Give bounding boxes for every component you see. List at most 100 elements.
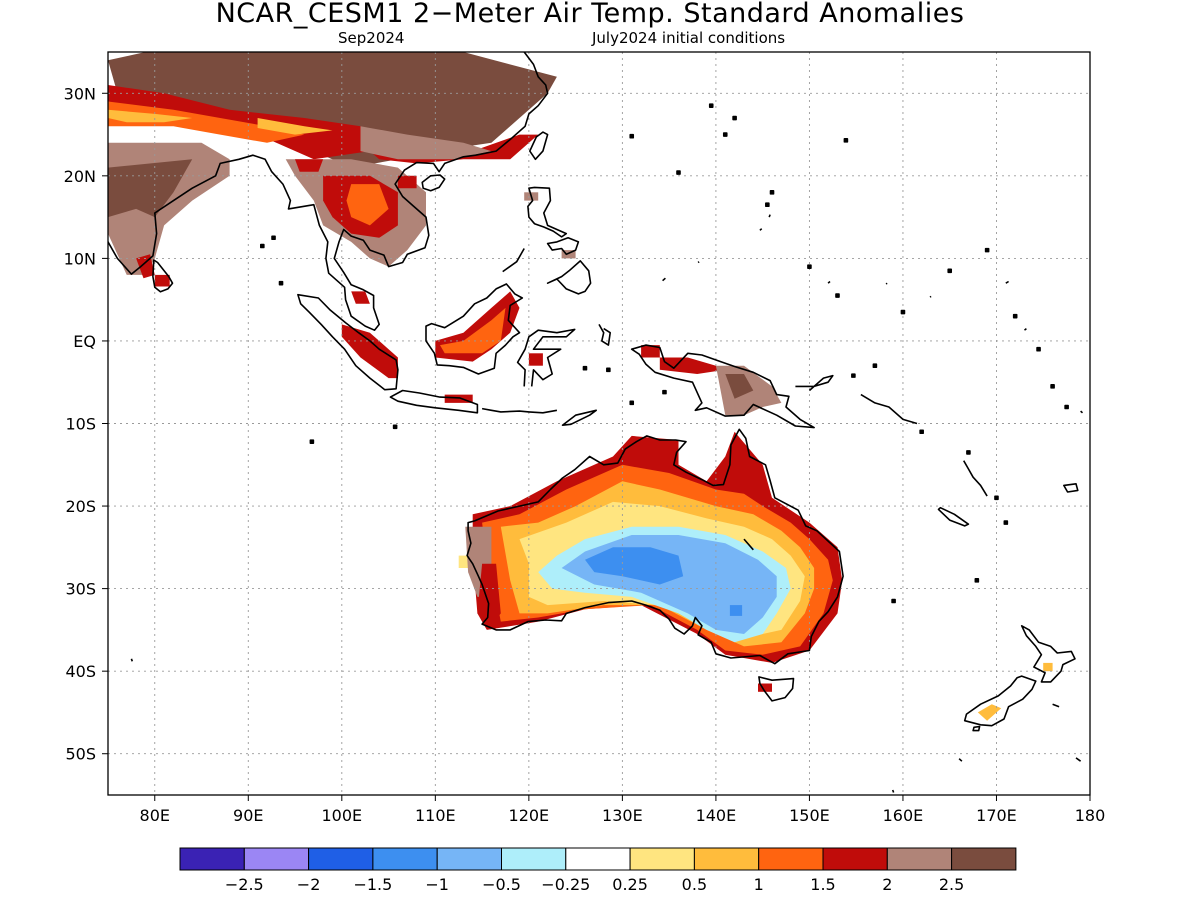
- colorbar-label: 0.25: [612, 875, 648, 894]
- latitude-tick-label: 50S: [65, 745, 96, 764]
- anomaly-region-red: [641, 345, 660, 358]
- coastline: [891, 789, 895, 793]
- coastline: [937, 506, 970, 527]
- anomaly-region-blue: [729, 605, 743, 616]
- latitude-tick-label: 30N: [64, 84, 96, 103]
- coastline: [768, 214, 771, 218]
- initial-conditions-label: July2024 initial conditions: [592, 29, 786, 47]
- anomaly-region-brown-dark: [108, 159, 193, 218]
- island: [900, 309, 906, 315]
- longitude-tick-label: 90E: [233, 806, 263, 825]
- latitude-tick-label: 10N: [64, 249, 96, 268]
- colorbar: −2.5 −2 −1.5 −1 −0.5 −0.25 0.25 0.5 1 1.5 2 2.5: [179, 847, 1017, 894]
- colorbar-swatch: [501, 847, 567, 871]
- colorbar-label: −1.5: [353, 875, 392, 894]
- anomaly-region-red: [136, 254, 155, 279]
- anomaly-region-yellow-orange: [108, 109, 193, 123]
- coastline: [502, 248, 525, 273]
- island: [807, 264, 812, 269]
- anomaly-region-red: [528, 353, 543, 366]
- latitude-tick-label: 40S: [65, 662, 96, 681]
- colorbar-label: −2: [297, 875, 321, 894]
- coastline: [389, 389, 479, 414]
- coastline: [827, 280, 831, 284]
- latitude-tick-label: 20N: [64, 167, 96, 186]
- longitude-tick-label: 160E: [883, 806, 924, 825]
- coastline: [561, 409, 598, 427]
- anomaly-region-red: [295, 159, 324, 172]
- colorbar-label: 1: [754, 875, 764, 894]
- colorbar-swatch: [243, 847, 310, 871]
- anomaly-region-brown-dark: [725, 374, 754, 399]
- colorbar-swatch: [372, 847, 438, 871]
- colorbar-swatch: [822, 847, 888, 871]
- island: [1036, 346, 1041, 352]
- coastline: [421, 174, 446, 192]
- anomaly-region-red: [477, 563, 501, 626]
- coastline: [759, 228, 763, 231]
- island: [919, 429, 924, 435]
- coastline: [795, 374, 834, 392]
- anomaly-region-red: [154, 274, 170, 287]
- coastline: [758, 676, 795, 702]
- island: [309, 439, 315, 444]
- longitude-tick-label: 100E: [321, 806, 362, 825]
- latitude-tick-label: 20S: [65, 497, 96, 516]
- island: [966, 450, 971, 455]
- island: [662, 389, 667, 395]
- coastline: [527, 186, 568, 238]
- island: [1012, 313, 1018, 319]
- colorbar-swatch: [179, 847, 245, 871]
- island: [769, 190, 775, 195]
- island: [629, 133, 635, 139]
- coastline: [743, 538, 754, 551]
- coastline: [130, 658, 134, 662]
- map-title: NCAR_CESM1 2−Meter Air Temp. Standard An…: [215, 0, 965, 29]
- island: [851, 373, 856, 378]
- coastline: [860, 393, 918, 425]
- island: [722, 132, 728, 137]
- island: [732, 115, 737, 121]
- anomaly-region-orange: [108, 101, 305, 143]
- coastline: [1063, 482, 1079, 493]
- colorbar-swatch: [629, 847, 695, 871]
- island: [947, 268, 953, 274]
- anomaly-region-blue: [585, 547, 684, 585]
- longitude-tick-label: 120E: [509, 806, 550, 825]
- island: [891, 598, 896, 604]
- coastline: [929, 295, 932, 298]
- coastline: [108, 52, 549, 332]
- coastline: [958, 758, 963, 762]
- coastline: [1020, 624, 1076, 683]
- colorbar-label: −0.5: [482, 875, 521, 894]
- anomaly-region-red: [397, 175, 417, 189]
- coastline: [297, 293, 399, 391]
- latitude-tick-label: 10S: [65, 415, 96, 434]
- longitude-tick-label: 110E: [415, 806, 456, 825]
- coastline: [528, 131, 549, 161]
- island: [974, 578, 980, 583]
- coastline: [546, 260, 592, 295]
- island: [582, 365, 588, 371]
- coastline: [1005, 280, 1010, 284]
- coastline: [630, 344, 815, 429]
- anomaly-shading: [108, 52, 1053, 721]
- coastline: [697, 261, 700, 264]
- plot-area: [108, 52, 1090, 795]
- island: [765, 202, 770, 208]
- anomaly-region-red: [341, 324, 398, 379]
- island: [676, 170, 681, 175]
- colorbar-label: −1: [425, 875, 449, 894]
- coastline: [972, 725, 981, 732]
- coastline: [516, 328, 576, 387]
- island: [606, 367, 611, 373]
- colorbar-swatch: [565, 847, 631, 871]
- coastline: [963, 460, 988, 497]
- anomaly-region-red: [659, 357, 726, 374]
- island: [872, 363, 878, 369]
- longitude-tick-label: 170E: [976, 806, 1017, 825]
- longitude-tick-label: 150E: [789, 806, 830, 825]
- coastline: [1052, 703, 1060, 708]
- anomaly-region-yellow-orange: [257, 118, 333, 135]
